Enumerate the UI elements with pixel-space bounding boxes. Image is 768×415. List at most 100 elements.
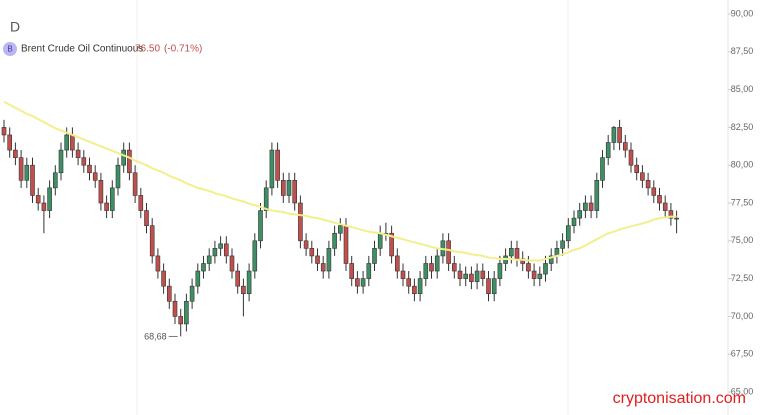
candle-body xyxy=(326,248,332,272)
candle-body xyxy=(400,270,406,279)
candle-body xyxy=(212,248,218,257)
candle-body xyxy=(75,149,81,158)
candle-body xyxy=(35,195,41,204)
candle-body xyxy=(594,180,600,211)
candle-body xyxy=(548,255,554,264)
candle-body xyxy=(355,278,360,287)
candle-body xyxy=(87,164,92,174)
candle-body xyxy=(30,164,35,196)
candle-body xyxy=(280,180,286,196)
candle-body xyxy=(343,225,349,264)
candle-body xyxy=(167,285,172,302)
candle-body xyxy=(674,217,679,220)
candle-body xyxy=(115,164,121,189)
candle-body xyxy=(24,164,30,181)
candle-body xyxy=(92,172,98,181)
candle-body xyxy=(206,255,212,264)
candle-body xyxy=(474,270,480,282)
candle-body xyxy=(486,278,491,295)
candle-body xyxy=(480,270,486,279)
candle-body xyxy=(457,270,463,279)
moving-average xyxy=(3,100,677,262)
candle-body xyxy=(349,263,355,279)
candle-body xyxy=(372,248,377,264)
candle-body xyxy=(451,263,457,272)
candle-body xyxy=(201,263,206,272)
candle-body xyxy=(526,263,531,272)
candle-body xyxy=(491,278,497,295)
candle-body xyxy=(565,225,571,242)
candle-body xyxy=(366,263,372,279)
period: D xyxy=(10,19,20,35)
candle-body xyxy=(252,240,258,272)
candle-body xyxy=(98,180,104,204)
y-tick-label: 77,50 xyxy=(731,197,754,207)
candle-body xyxy=(309,248,315,257)
candle-body xyxy=(138,195,144,211)
candle-body xyxy=(110,187,115,211)
candle-body xyxy=(189,285,195,302)
candle-body xyxy=(543,263,548,275)
y-tick-label: 75,00 xyxy=(731,235,754,245)
y-tick-label: 70,00 xyxy=(731,311,754,321)
y-tick-label: 82,50 xyxy=(731,122,754,132)
candle-body xyxy=(275,149,280,181)
candle-body xyxy=(315,255,320,264)
candle-body xyxy=(218,243,223,249)
candle-body xyxy=(588,202,594,211)
candle-body xyxy=(360,278,366,287)
y-tick-label: 67,50 xyxy=(731,349,754,359)
candle-body xyxy=(622,142,628,151)
candle-body xyxy=(195,270,201,287)
candle-body xyxy=(258,210,263,242)
candle-body xyxy=(571,217,577,226)
change: (-0.71%) xyxy=(164,44,202,55)
watermark: cryptonisation.com xyxy=(613,390,746,407)
candle-body xyxy=(1,127,7,136)
candle-body xyxy=(611,127,617,143)
candle-body xyxy=(241,285,246,295)
candle-body xyxy=(583,202,588,211)
candle-body xyxy=(7,134,12,151)
candle-body xyxy=(303,240,309,249)
candle-body xyxy=(269,149,275,189)
candle-body xyxy=(651,187,657,196)
y-tick-label: 80,00 xyxy=(731,160,754,170)
candle-body xyxy=(417,278,423,295)
candle-body xyxy=(617,127,622,143)
candle-body xyxy=(605,142,611,158)
candle-body xyxy=(161,270,166,287)
candle-body xyxy=(184,300,189,325)
candle-body xyxy=(104,202,109,211)
candle-body xyxy=(172,300,178,317)
candle-body xyxy=(320,263,326,272)
candle-body xyxy=(235,270,240,287)
candle-body xyxy=(149,225,155,257)
symbol-icon xyxy=(3,42,17,56)
candle-body xyxy=(64,134,69,151)
candle-body xyxy=(229,255,235,272)
candle-body xyxy=(497,263,503,279)
candle-body xyxy=(70,134,75,151)
candle-body xyxy=(246,270,252,295)
candle-body xyxy=(423,263,429,279)
candle-body xyxy=(463,273,469,279)
candle-body xyxy=(560,240,565,249)
low-label: 68,68 xyxy=(144,332,167,342)
candle-body xyxy=(406,278,412,287)
candle-body xyxy=(13,149,18,158)
candle-body xyxy=(286,180,292,196)
candle-body xyxy=(332,232,337,249)
candle-body xyxy=(298,202,303,242)
candle-body xyxy=(531,270,537,279)
candle-body xyxy=(263,187,269,211)
candle-body xyxy=(132,172,138,196)
candle-body xyxy=(634,164,640,174)
candle-body xyxy=(224,243,229,257)
y-tick-label: 90,00 xyxy=(731,8,754,18)
candle-body xyxy=(469,273,474,282)
candle-body xyxy=(600,157,605,181)
candle-body xyxy=(514,248,520,260)
candle-body xyxy=(394,255,400,272)
y-tick-label: 72,50 xyxy=(731,273,754,283)
